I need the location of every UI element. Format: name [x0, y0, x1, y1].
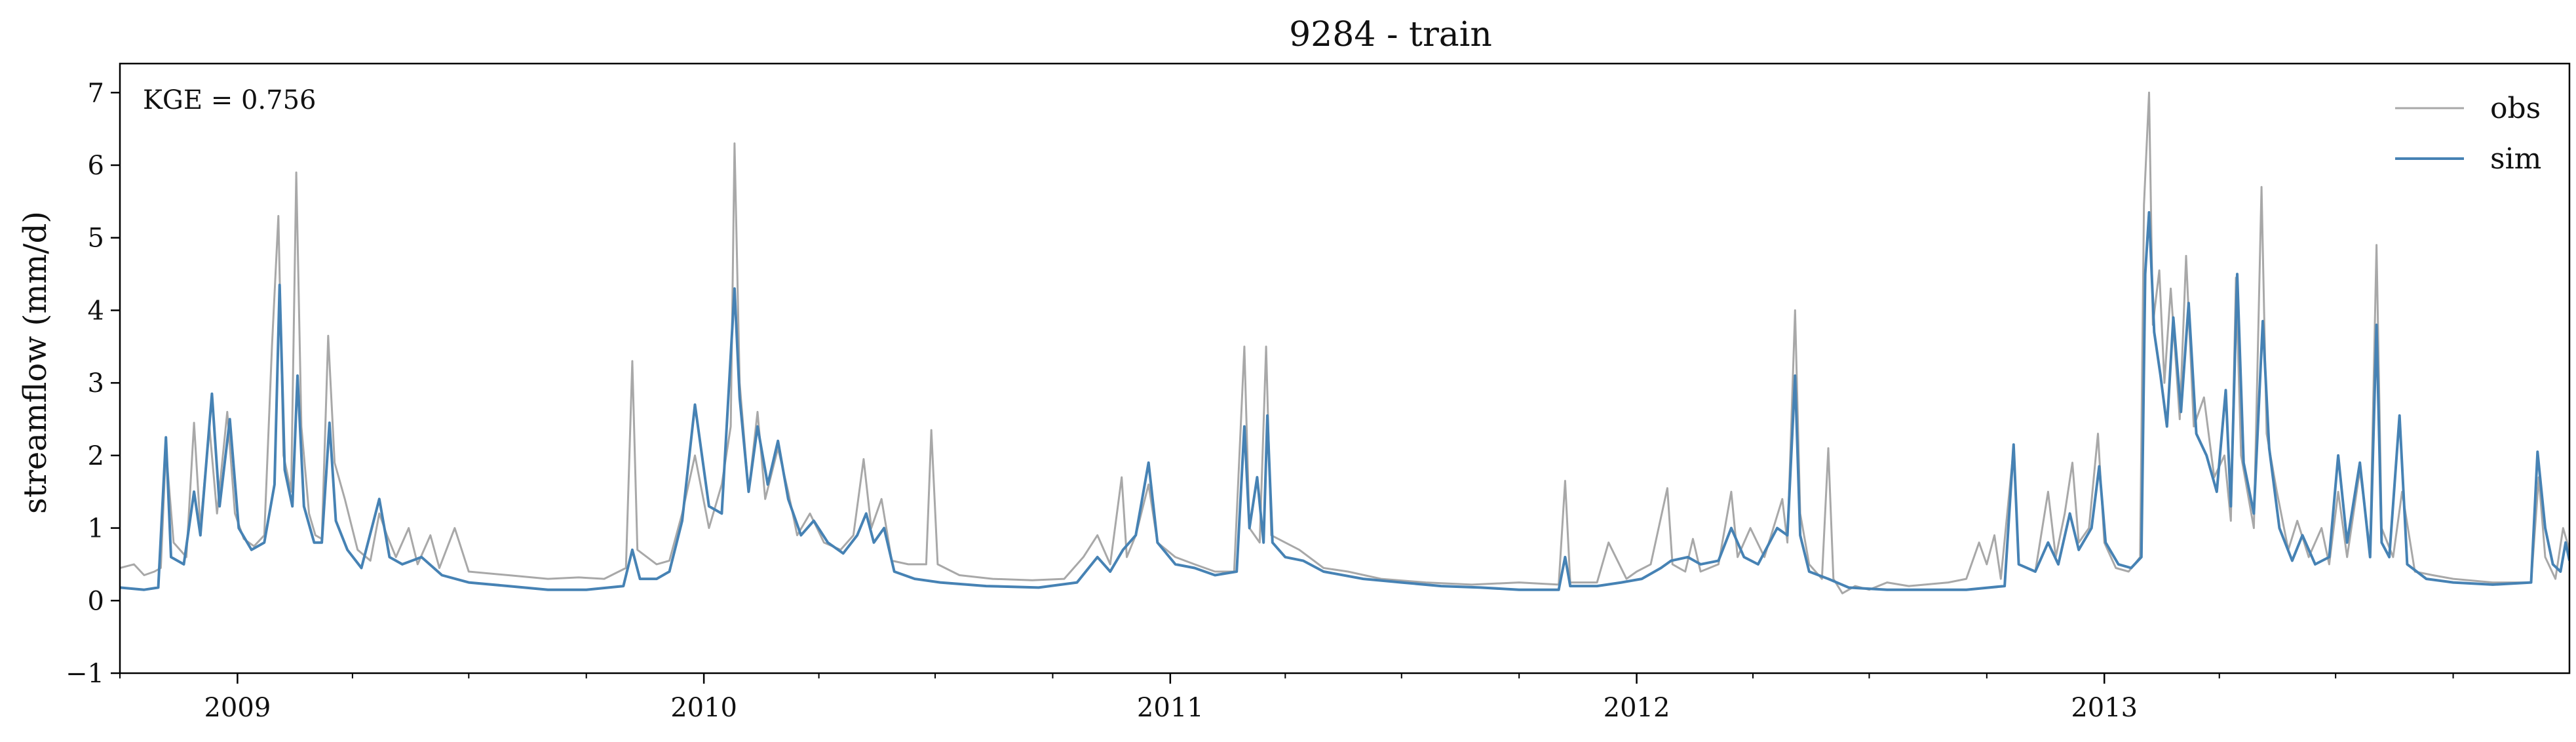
y-tick-label: 5 — [88, 224, 104, 254]
legend: obs sim — [2395, 92, 2541, 176]
x-tick-label: 2013 — [2071, 693, 2138, 723]
kge-annotation: KGE = 0.756 — [143, 85, 317, 115]
series-layer — [120, 91, 2569, 595]
y-tick-label: 2 — [88, 441, 104, 471]
y-tick-label: 0 — [88, 586, 104, 616]
series-line-sim — [120, 211, 2569, 591]
y-tick-label: 3 — [88, 368, 104, 399]
chart-title: 9284 - train — [1289, 15, 1492, 54]
y-tick-label: 7 — [88, 78, 104, 108]
x-axis: 2009 2010 2011 2012 2013 — [119, 673, 2454, 723]
legend-label-sim: sim — [2490, 142, 2541, 176]
y-tick-label: 6 — [88, 151, 104, 181]
y-axis: −1 0 1 2 3 4 5 6 7 — [66, 78, 120, 689]
plot-frame — [119, 62, 2571, 674]
x-tick-label: 2011 — [1137, 693, 1204, 723]
y-tick-label: 4 — [88, 296, 104, 326]
y-axis-label: streamflow (mm/d) — [17, 211, 54, 514]
series-line-obs — [120, 91, 2569, 595]
x-tick-label: 2009 — [204, 693, 271, 723]
legend-label-obs: obs — [2490, 92, 2541, 125]
x-tick-label: 2012 — [1604, 693, 1670, 723]
x-tick-label: 2010 — [670, 693, 737, 723]
y-tick-label: 1 — [88, 514, 104, 544]
y-tick-label: −1 — [66, 659, 104, 689]
